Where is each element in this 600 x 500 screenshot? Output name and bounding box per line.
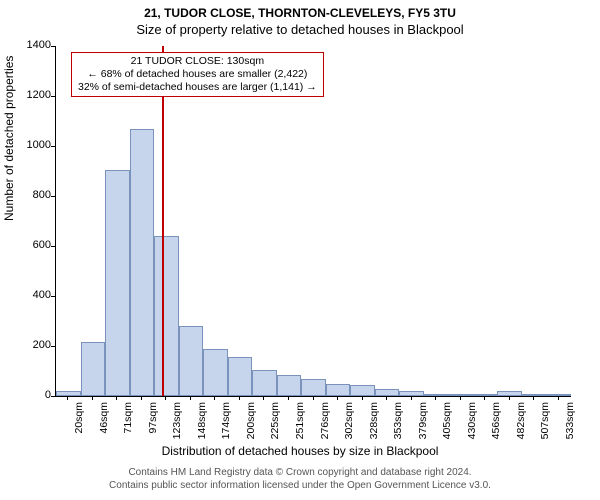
- histogram-bar: [105, 170, 130, 396]
- annotation-line1: 21 TUDOR CLOSE: 130sqm: [78, 55, 317, 68]
- y-tick-mark: [51, 246, 55, 247]
- histogram-bar: [179, 326, 204, 396]
- x-tick-label: 123sqm: [171, 402, 183, 452]
- y-tick-label: 0: [6, 389, 51, 401]
- x-tick-label: 405sqm: [441, 402, 453, 452]
- histogram-bar: [130, 129, 155, 397]
- x-tick-mark: [214, 396, 215, 400]
- x-tick-mark: [484, 396, 485, 400]
- x-tick-label: 276sqm: [319, 402, 331, 452]
- footer-attribution: Contains HM Land Registry data © Crown c…: [0, 466, 600, 492]
- y-tick-mark: [51, 346, 55, 347]
- x-tick-mark: [362, 396, 363, 400]
- x-tick-mark: [92, 396, 93, 400]
- histogram-bar: [228, 357, 253, 396]
- chart-subtitle: Size of property relative to detached ho…: [0, 22, 600, 37]
- y-tick-mark: [51, 146, 55, 147]
- y-tick-mark: [51, 96, 55, 97]
- x-tick-label: 328sqm: [368, 402, 380, 452]
- footer-line1: Contains HM Land Registry data © Crown c…: [0, 466, 600, 479]
- x-tick-mark: [460, 396, 461, 400]
- y-tick-mark: [51, 46, 55, 47]
- x-tick-label: 482sqm: [515, 402, 527, 452]
- x-tick-label: 148sqm: [196, 402, 208, 452]
- y-tick-mark: [51, 396, 55, 397]
- x-tick-label: 251sqm: [294, 402, 306, 452]
- histogram-bar: [81, 342, 106, 396]
- x-tick-mark: [190, 396, 191, 400]
- x-tick-label: 353sqm: [392, 402, 404, 452]
- y-tick-label: 600: [6, 239, 51, 251]
- y-tick-label: 400: [6, 289, 51, 301]
- x-tick-mark: [337, 396, 338, 400]
- histogram-bar: [350, 385, 375, 396]
- y-tick-label: 800: [6, 189, 51, 201]
- x-tick-mark: [411, 396, 412, 400]
- y-tick-label: 200: [6, 339, 51, 351]
- address-title: 21, TUDOR CLOSE, THORNTON-CLEVELEYS, FY5…: [0, 6, 600, 20]
- x-tick-mark: [558, 396, 559, 400]
- annotation-line3: 32% of semi-detached houses are larger (…: [78, 81, 317, 94]
- x-tick-mark: [313, 396, 314, 400]
- annotation-line2: ← 68% of detached houses are smaller (2,…: [78, 68, 317, 81]
- footer-line2: Contains public sector information licen…: [0, 479, 600, 492]
- histogram-bar: [375, 389, 400, 397]
- x-tick-label: 97sqm: [147, 402, 159, 452]
- x-tick-label: 225sqm: [269, 402, 281, 452]
- y-tick-label: 1000: [6, 139, 51, 151]
- x-tick-mark: [67, 396, 68, 400]
- x-tick-label: 174sqm: [220, 402, 232, 452]
- y-tick-label: 1400: [6, 39, 51, 51]
- x-tick-mark: [533, 396, 534, 400]
- x-tick-mark: [386, 396, 387, 400]
- y-tick-mark: [51, 196, 55, 197]
- x-tick-label: 533sqm: [564, 402, 576, 452]
- x-tick-label: 456sqm: [490, 402, 502, 452]
- histogram-bar: [252, 370, 277, 396]
- y-tick-label: 1200: [6, 89, 51, 101]
- histogram-bar: [56, 391, 81, 396]
- x-tick-label: 71sqm: [122, 402, 134, 452]
- x-tick-label: 430sqm: [466, 402, 478, 452]
- x-tick-mark: [165, 396, 166, 400]
- x-tick-label: 46sqm: [98, 402, 110, 452]
- x-tick-label: 302sqm: [343, 402, 355, 452]
- x-tick-mark: [509, 396, 510, 400]
- x-tick-mark: [288, 396, 289, 400]
- histogram-bar: [154, 236, 179, 396]
- annotation-box: 21 TUDOR CLOSE: 130sqm ← 68% of detached…: [71, 52, 324, 97]
- reference-line: [162, 46, 164, 396]
- histogram-bar: [277, 375, 302, 396]
- x-tick-label: 20sqm: [73, 402, 85, 452]
- x-tick-label: 379sqm: [417, 402, 429, 452]
- x-tick-mark: [263, 396, 264, 400]
- x-tick-mark: [116, 396, 117, 400]
- x-tick-label: 507sqm: [539, 402, 551, 452]
- x-tick-mark: [435, 396, 436, 400]
- x-tick-mark: [239, 396, 240, 400]
- histogram-bar: [326, 384, 351, 397]
- y-tick-mark: [51, 296, 55, 297]
- chart-plot-area: [55, 46, 571, 397]
- x-tick-label: 200sqm: [245, 402, 257, 452]
- histogram-bar: [301, 379, 326, 397]
- histogram-bar: [203, 349, 228, 397]
- x-tick-mark: [141, 396, 142, 400]
